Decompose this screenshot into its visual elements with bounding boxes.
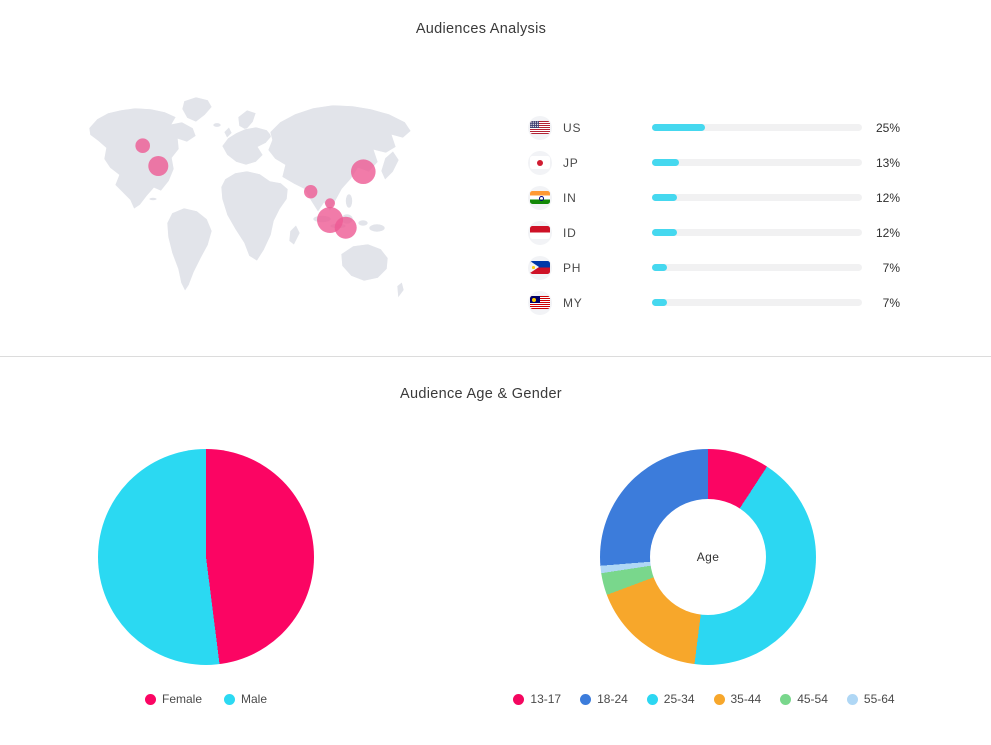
country-code: PH (563, 260, 582, 275)
bubble-united-states (148, 156, 169, 176)
legend-item-55-64[interactable]: 55-64 (846, 692, 895, 706)
country-bar-track (652, 159, 862, 166)
audience-location-bubbles (135, 138, 376, 239)
country-percent: 12% (875, 225, 900, 240)
world-map-svg (88, 96, 412, 299)
country-bar-track (652, 264, 862, 271)
male-legend-dot-icon (224, 693, 235, 705)
world-map-land (88, 96, 412, 299)
country-percent: 7% (882, 295, 900, 310)
us-flag-icon (528, 115, 552, 140)
legend-label: 35-44 (730, 692, 762, 706)
in-flag-icon (528, 185, 552, 210)
jp-flag-icon (528, 150, 552, 175)
legend-item-18-24[interactable]: 18-24 (580, 692, 628, 706)
age-45-54-legend-dot-icon (780, 693, 792, 705)
legend-item-35-44[interactable]: 35-44 (713, 692, 762, 706)
age-35-44-legend-dot-icon (713, 693, 725, 705)
legend-item-male[interactable]: Male (224, 692, 267, 706)
audiences-section-title: Audiences Analysis (415, 21, 547, 37)
country-bar-fill (652, 299, 667, 306)
country-bar-track (652, 194, 862, 201)
country-percent: 7% (882, 260, 900, 275)
legend-label: 45-54 (797, 692, 828, 706)
world-bubble-map (75, 95, 415, 315)
country-code: ID (563, 225, 577, 240)
country-row-us: US 25% (515, 110, 901, 145)
legend-item-13-17[interactable]: 13-17 (513, 692, 561, 706)
bubble-canada-west (135, 138, 150, 153)
country-code: JP (563, 155, 579, 170)
female-legend-dot-icon (144, 693, 156, 705)
gender-legend: Female Male (99, 692, 313, 706)
country-bar-fill (652, 124, 705, 131)
country-bar-fill (652, 194, 678, 201)
bubble-thailand (325, 198, 335, 209)
country-code: IN (563, 190, 577, 205)
legend-label: Female (161, 692, 202, 706)
my-flag-icon (528, 290, 552, 315)
country-code: US (563, 120, 582, 135)
bubble-japan (351, 159, 376, 184)
legend-label: Male (241, 692, 268, 706)
top-countries-list: US 25% JP 13% IN 12% ID (515, 110, 901, 320)
country-row-id: ID 12% (515, 215, 901, 250)
country-bar-fill (652, 159, 680, 166)
age-18-24-legend-dot-icon (580, 693, 592, 705)
country-percent: 12% (875, 190, 900, 205)
bubble-india (304, 185, 318, 199)
id-flag-icon (528, 220, 552, 245)
age-legend: 13-17 18-24 25-34 35-44 45-54 55-64 (492, 692, 916, 706)
country-row-ph: PH 7% (515, 250, 901, 285)
legend-item-female[interactable]: Female (144, 692, 202, 706)
bubble-indonesia-east (334, 216, 357, 239)
age-donut-hole: Age (650, 499, 766, 615)
legend-label: 18-24 (597, 692, 628, 706)
age-25-34-legend-dot-icon (646, 693, 658, 705)
age-13-17-legend-dot-icon (513, 693, 525, 705)
legend-item-25-34[interactable]: 25-34 (646, 692, 695, 706)
country-bar-fill (652, 264, 667, 271)
legend-label: 55-64 (863, 692, 895, 706)
country-code: MY (563, 295, 583, 310)
ph-flag-icon (528, 255, 552, 280)
age-donut-center-label: Age (696, 550, 720, 564)
country-row-in: IN 12% (515, 180, 901, 215)
legend-label: 13-17 (530, 692, 562, 706)
age-donut-chart: Age (600, 449, 816, 665)
country-row-jp: JP 13% (515, 145, 901, 180)
country-percent: 13% (875, 155, 900, 170)
legend-label: 25-34 (663, 692, 695, 706)
legend-item-45-54[interactable]: 45-54 (780, 692, 828, 706)
age-gender-section-title: Audience Age & Gender (400, 386, 562, 402)
country-bar-fill (652, 229, 678, 236)
country-row-my: MY 7% (515, 285, 901, 320)
gender-pie-chart (98, 449, 314, 665)
section-divider (0, 356, 991, 357)
country-percent: 25% (875, 120, 900, 135)
country-bar-track (652, 124, 862, 131)
country-bar-track (652, 229, 862, 236)
country-bar-track (652, 299, 862, 306)
age-55-64-legend-dot-icon (846, 693, 858, 705)
